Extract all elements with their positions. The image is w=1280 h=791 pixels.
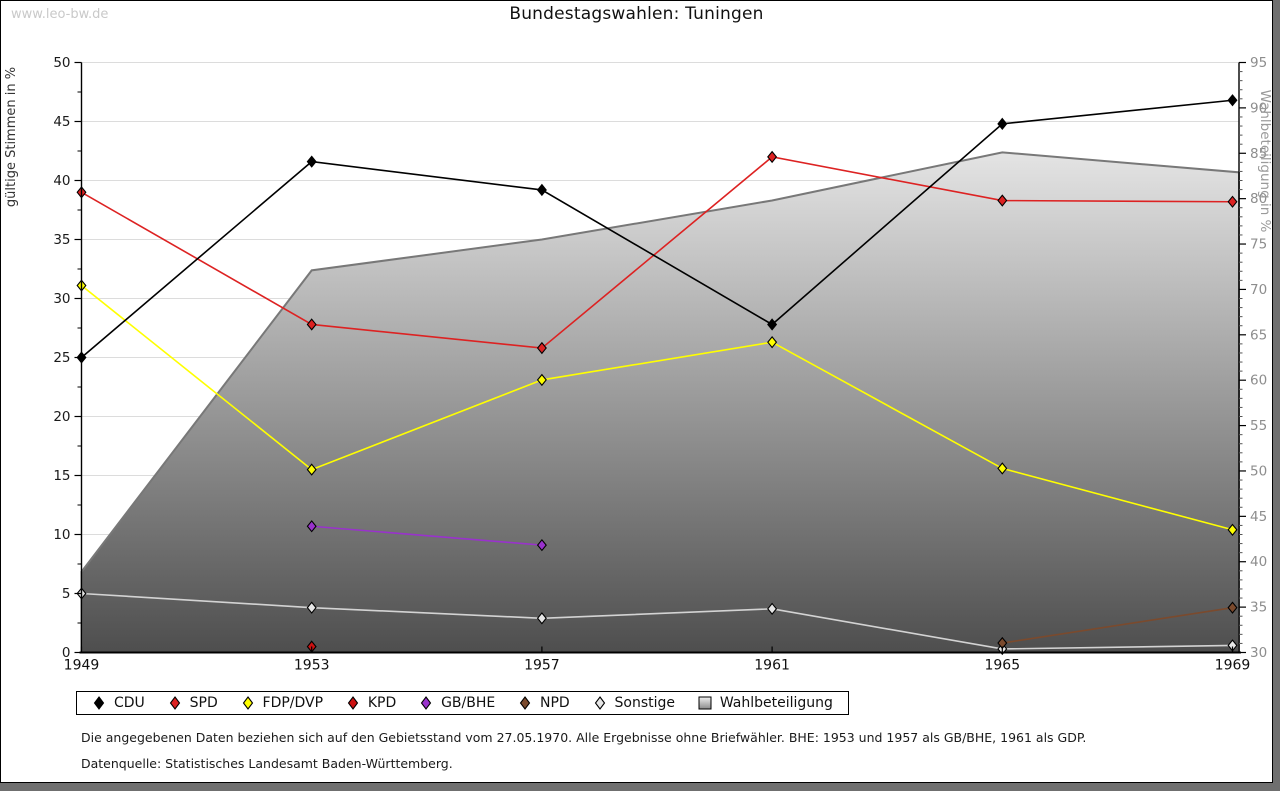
series-sonstige xyxy=(76,587,1238,656)
left-axis-tick-label: 5 xyxy=(62,586,71,602)
right-axis-tick-label: 75 xyxy=(1250,237,1267,253)
x-axis-year-label: 1949 xyxy=(64,658,100,674)
turnout-area xyxy=(80,151,1240,654)
data-point-sonstige xyxy=(306,601,317,614)
diamond-marker-icon xyxy=(347,696,359,710)
turnout-swatch-icon xyxy=(698,696,712,710)
election-line-chart: 0 5 10 15 20 25 30 35 40 45 50 30 35 40 45 50 55 60 65 70 75… xyxy=(4,55,1272,674)
x-axis-year-label: 1957 xyxy=(524,658,560,674)
left-axis-tick-label: 25 xyxy=(53,350,70,366)
legend-label: SPD xyxy=(189,695,218,711)
data-point-spd xyxy=(536,341,547,355)
legend-label: Wahlbeteiligung xyxy=(719,695,833,711)
right-axis-tick-label: 45 xyxy=(1250,509,1267,525)
data-point-fdp-dvp xyxy=(997,462,1008,475)
diamond-marker-icon xyxy=(420,696,432,710)
left-axis-tick-label: 20 xyxy=(53,409,70,425)
page-title: Bundestagswahlen: Tuningen xyxy=(509,4,764,24)
legend-label: GB/BHE xyxy=(441,695,496,711)
left-axis-tick-label: 10 xyxy=(53,527,70,543)
right-axis-title: Wahlbeteiligung in % xyxy=(1257,90,1272,233)
data-point-cdu xyxy=(306,155,317,168)
left-axis-tick-label: 35 xyxy=(53,232,70,248)
legend-item-gb-bhe: GB/BHE xyxy=(419,695,495,711)
legend-item-sonstige: Sonstige xyxy=(593,695,676,711)
right-axis-tick-label: 80 xyxy=(1250,191,1267,207)
right-axis-tick-label: 65 xyxy=(1250,327,1267,343)
data-point-gb-bhe xyxy=(536,538,547,552)
legend-item-spd: SPD xyxy=(168,695,218,711)
data-point-fdp-dvp xyxy=(767,335,778,349)
legend-label: NPD xyxy=(540,695,570,711)
data-point-spd xyxy=(306,318,317,331)
left-axis-tick-label: 50 xyxy=(53,55,70,71)
data-point-gb-bhe xyxy=(306,520,317,533)
data-point-fdp-dvp xyxy=(536,373,547,387)
footnote-source: Datenquelle: Statistisches Landesamt Bad… xyxy=(81,756,453,771)
data-point-spd xyxy=(997,194,1008,207)
data-point-npd xyxy=(1227,601,1238,614)
legend-item-kpd: KPD xyxy=(346,695,396,711)
left-axis-tick-label: 45 xyxy=(53,114,70,130)
right-axis-tick-label: 50 xyxy=(1250,463,1267,479)
left-axis-tick-label: 15 xyxy=(53,468,70,484)
x-axis-year-label: 1969 xyxy=(1215,658,1251,674)
right-axis-tick-label: 30 xyxy=(1250,645,1267,661)
data-point-cdu xyxy=(767,318,778,331)
series-fdp-dvp xyxy=(76,279,1238,536)
diamond-marker-icon xyxy=(594,696,605,710)
right-axis-tick-label: 60 xyxy=(1250,373,1267,389)
diamond-marker-icon xyxy=(169,696,180,710)
data-point-fdp-dvp xyxy=(306,463,317,476)
series-npd xyxy=(997,601,1238,650)
data-point-cdu xyxy=(997,117,1008,131)
watermark: www.leo-bw.de xyxy=(11,7,109,22)
right-axis-tick-label: 55 xyxy=(1250,418,1267,434)
legend-label: CDU xyxy=(114,695,145,711)
legend-label: KPD xyxy=(367,695,397,711)
left-axis-tick-label: 40 xyxy=(53,173,70,189)
legend: CDU SPD FDP/DVP KPD GB/BHE NPD Sonstige Wahlbet… xyxy=(76,691,849,715)
diamond-marker-icon xyxy=(242,696,253,710)
series-gb-bhe xyxy=(306,520,547,552)
right-axis-tick-label: 35 xyxy=(1250,600,1267,616)
x-axis-year-label: 1961 xyxy=(754,658,790,674)
legend-label: FDP/DVP xyxy=(262,695,324,711)
right-axis-tick-label: 40 xyxy=(1250,554,1267,570)
x-axis-year-label: 1953 xyxy=(294,658,330,674)
left-axis-tick-label: 30 xyxy=(53,291,70,307)
data-point-cdu xyxy=(1227,94,1238,107)
data-point-sonstige xyxy=(536,612,547,625)
legend-item-fdp-dvp: FDP/DVP xyxy=(241,695,324,711)
left-axis-title: gültige Stimmen in % xyxy=(4,67,19,207)
legend-item-wahlbeteiligung: Wahlbeteiligung xyxy=(698,695,833,711)
data-point-spd xyxy=(1227,195,1238,208)
legend-item-cdu: CDU xyxy=(92,695,145,711)
diamond-marker-icon xyxy=(519,696,531,710)
data-point-spd xyxy=(767,150,778,164)
left-axis-tick-label: 0 xyxy=(62,645,71,661)
footnote-data-note: Die angegebenen Daten beziehen sich auf … xyxy=(81,730,1087,745)
data-point-sonstige xyxy=(767,602,778,616)
x-axis-year-label: 1965 xyxy=(984,658,1020,674)
right-axis-tick-label: 90 xyxy=(1250,100,1267,116)
data-point-fdp-dvp xyxy=(1227,523,1238,536)
axes: 0 5 10 15 20 25 30 35 40 45 50 30 35 40 45 50 55 60 65 70 75… xyxy=(4,55,1272,674)
legend-item-npd: NPD xyxy=(518,695,570,711)
diamond-marker-icon xyxy=(93,696,105,710)
legend-label: Sonstige xyxy=(614,695,676,711)
right-axis-tick-label: 70 xyxy=(1250,282,1267,298)
right-axis-tick-label: 95 xyxy=(1250,55,1267,71)
data-point-cdu xyxy=(536,183,547,197)
right-axis-tick-label: 85 xyxy=(1250,146,1267,162)
